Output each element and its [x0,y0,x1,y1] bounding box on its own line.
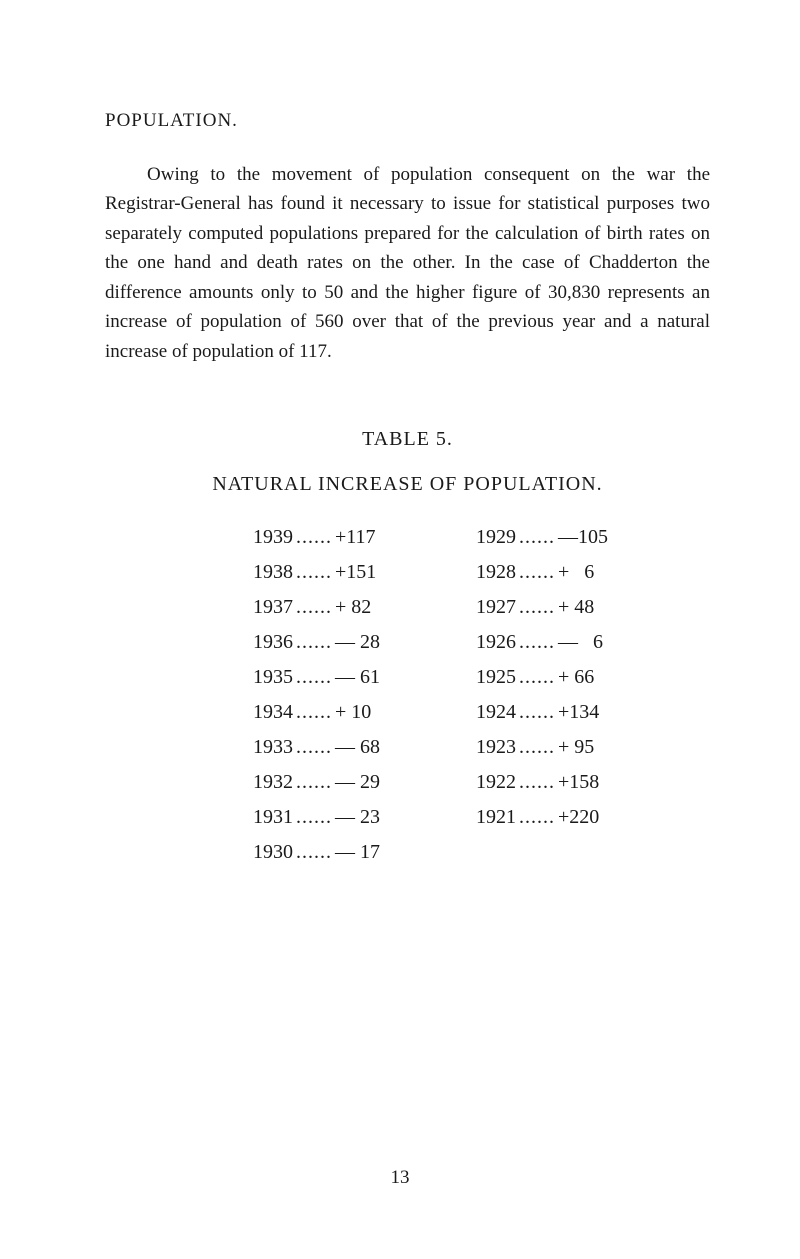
table-row: 1933......— 68 [237,730,380,765]
page-number: 13 [0,1167,800,1189]
table-row: 1927......+ 48 [460,590,608,625]
year-cell: 1925 [460,660,516,695]
table-subtitle: NATURAL INCREASE OF POPULATION. [105,473,710,496]
dots-separator: ...... [516,730,558,765]
left-column: 1939......+1171938......+1511937......+ … [237,520,380,870]
table-row: 1932......— 29 [237,765,380,800]
value-cell: — 29 [335,765,380,800]
table-row: 1929......—105 [460,520,608,555]
table-row: 1925......+ 66 [460,660,608,695]
table-row: 1928......+ 6 [460,555,608,590]
dots-separator: ...... [293,555,335,590]
year-cell: 1922 [460,765,516,800]
year-cell: 1924 [460,695,516,730]
value-cell: + 82 [335,590,371,625]
dots-separator: ...... [516,555,558,590]
dots-separator: ...... [516,765,558,800]
value-cell: — 28 [335,625,380,660]
dots-separator: ...... [516,695,558,730]
dots-separator: ...... [293,765,335,800]
year-cell: 1921 [460,800,516,835]
section-title: POPULATION. [105,110,710,132]
table-row: 1923......+ 95 [460,730,608,765]
dots-separator: ...... [293,660,335,695]
table-row: 1921......+220 [460,800,608,835]
year-cell: 1926 [460,625,516,660]
year-cell: 1937 [237,590,293,625]
table-row: 1938......+151 [237,555,380,590]
year-cell: 1939 [237,520,293,555]
value-cell: — 23 [335,800,380,835]
value-cell: +117 [335,520,376,555]
right-column: 1929......—1051928......+ 61927......+ 4… [460,520,608,870]
year-cell: 1929 [460,520,516,555]
dots-separator: ...... [293,590,335,625]
year-cell: 1933 [237,730,293,765]
value-cell: +158 [558,765,599,800]
dots-separator: ...... [293,520,335,555]
dots-separator: ...... [293,730,335,765]
table-row: 1931......— 23 [237,800,380,835]
population-table: 1939......+1171938......+1511937......+ … [105,520,710,870]
year-cell: 1930 [237,835,293,870]
dots-separator: ...... [293,695,335,730]
table-row: 1934......+ 10 [237,695,380,730]
value-cell: + 6 [558,555,594,590]
value-cell: — 68 [335,730,380,765]
table-row: 1926......— 6 [460,625,608,660]
value-cell: + 95 [558,730,594,765]
value-cell: + 48 [558,590,594,625]
value-cell: — 61 [335,660,380,695]
value-cell: + 10 [335,695,371,730]
table-row: 1922......+158 [460,765,608,800]
year-cell: 1927 [460,590,516,625]
value-cell: +134 [558,695,599,730]
value-cell: +151 [335,555,376,590]
year-cell: 1934 [237,695,293,730]
dots-separator: ...... [516,590,558,625]
dots-separator: ...... [516,660,558,695]
value-cell: — 6 [558,625,603,660]
value-cell: —105 [558,520,608,555]
table-row: 1935......— 61 [237,660,380,695]
dots-separator: ...... [516,625,558,660]
year-cell: 1935 [237,660,293,695]
table-row: 1939......+117 [237,520,380,555]
dots-separator: ...... [293,835,335,870]
value-cell: +220 [558,800,599,835]
dots-separator: ...... [293,800,335,835]
year-cell: 1931 [237,800,293,835]
value-cell: — 17 [335,835,380,870]
body-paragraph: Owing to the movement of population cons… [105,160,710,366]
year-cell: 1938 [237,555,293,590]
dots-separator: ...... [516,800,558,835]
table-row: 1937......+ 82 [237,590,380,625]
table-row: 1930......— 17 [237,835,380,870]
year-cell: 1923 [460,730,516,765]
value-cell: + 66 [558,660,594,695]
dots-separator: ...... [293,625,335,660]
year-cell: 1936 [237,625,293,660]
table-row: 1924......+134 [460,695,608,730]
table-row: 1936......— 28 [237,625,380,660]
dots-separator: ...... [516,520,558,555]
year-cell: 1928 [460,555,516,590]
table-title: TABLE 5. [105,428,710,451]
year-cell: 1932 [237,765,293,800]
